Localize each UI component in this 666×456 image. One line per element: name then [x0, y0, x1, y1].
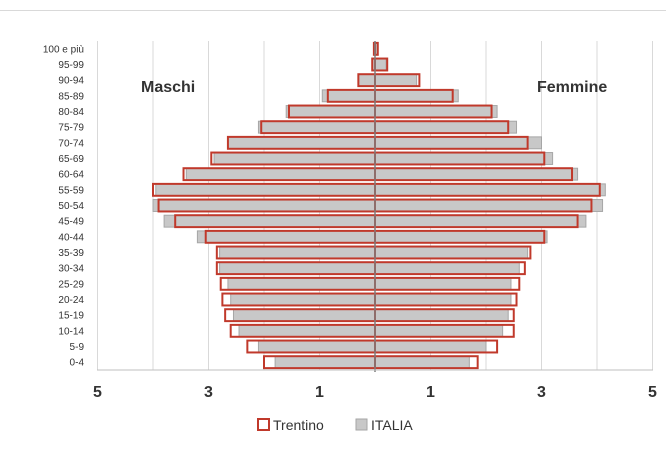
y-tick-label: 20-24: [58, 295, 84, 306]
y-tick-label: 25-29: [58, 279, 84, 290]
maschi-label: Maschi: [141, 79, 195, 96]
italia-female-bar: [374, 246, 529, 259]
italia-male-bar: [219, 246, 376, 259]
legend-label: ITALIA: [371, 417, 413, 433]
y-tick-label: 5-9: [70, 342, 85, 353]
italia-female-bar: [374, 120, 518, 134]
italia-female-bar: [374, 277, 512, 291]
italia-male-bar: [219, 261, 376, 275]
italia-female-bar: [374, 355, 470, 369]
italia-female-bar: [374, 230, 548, 244]
y-tick-label: 35-39: [58, 248, 84, 259]
italia-female-bar: [374, 261, 520, 275]
x-tick-label: 3: [537, 384, 546, 401]
y-tick-label: 95-99: [58, 60, 84, 71]
italia-female-bar: [374, 167, 579, 181]
y-tick-label: 80-84: [58, 107, 84, 118]
italia-male-bar: [257, 340, 376, 353]
italia-male-bar: [357, 73, 376, 87]
italia-male-bar: [185, 167, 376, 181]
italia-female-bar: [374, 73, 418, 87]
y-tick-label: 10-14: [58, 326, 84, 337]
italia-male-bar: [230, 293, 376, 306]
italia-female-bar: [374, 199, 604, 212]
italia-male-bar: [321, 89, 376, 103]
italia-male-bar: [227, 277, 376, 291]
italia-male-bar: [155, 183, 376, 197]
italia-female-bar: [374, 324, 504, 338]
y-tick-label: 75-79: [58, 123, 84, 134]
italia-male-bar: [152, 199, 376, 212]
legend-swatch: [355, 418, 368, 431]
italia-male-bar: [274, 355, 376, 369]
italia-female-bar: [374, 308, 509, 322]
femmine-label: Femmine: [537, 79, 607, 96]
y-tick-label: 0-4: [70, 358, 85, 369]
italia-female-bar: [374, 340, 487, 353]
italia-female-bar: [374, 293, 512, 306]
italia-female-bar: [374, 89, 459, 103]
y-tick-label: 65-69: [58, 154, 84, 165]
y-tick-label: 40-44: [58, 232, 84, 243]
x-tick-label: 1: [315, 384, 324, 401]
top-divider: [0, 10, 666, 11]
y-tick-label: 100 e più: [43, 44, 84, 55]
legend-swatch: [257, 418, 270, 431]
italia-female-bar: [374, 214, 587, 228]
italia-male-bar: [196, 230, 376, 244]
italia-male-bar: [213, 152, 376, 165]
y-tick-label: 70-74: [58, 138, 84, 149]
y-tick-label: 60-64: [58, 170, 84, 181]
legend-label: Trentino: [273, 417, 324, 433]
y-tick-label: 15-19: [58, 311, 84, 322]
y-tick-label: 90-94: [58, 76, 84, 87]
x-tick-label: 1: [426, 384, 435, 401]
italia-female-bar: [374, 136, 542, 150]
y-tick-label: 50-54: [58, 201, 84, 212]
y-tick-label: 45-49: [58, 217, 84, 228]
x-tick-label: 5: [648, 384, 657, 401]
y-tick-label: 55-59: [58, 185, 84, 196]
x-tick-label: 3: [204, 384, 213, 401]
x-tick-label: 5: [93, 384, 102, 401]
y-tick-label: 85-89: [58, 91, 84, 102]
italia-female-bar: [374, 105, 498, 118]
y-tick-label: 30-34: [58, 264, 84, 275]
italia-male-bar: [232, 308, 376, 322]
italia-female-bar: [374, 58, 387, 71]
italia-male-bar: [227, 136, 376, 150]
italia-female-bar: [374, 152, 554, 165]
italia-male-bar: [257, 120, 376, 134]
italia-male-bar: [163, 214, 376, 228]
italia-male-bar: [285, 105, 376, 118]
italia-male-bar: [238, 324, 376, 338]
italia-female-bar: [374, 183, 606, 197]
